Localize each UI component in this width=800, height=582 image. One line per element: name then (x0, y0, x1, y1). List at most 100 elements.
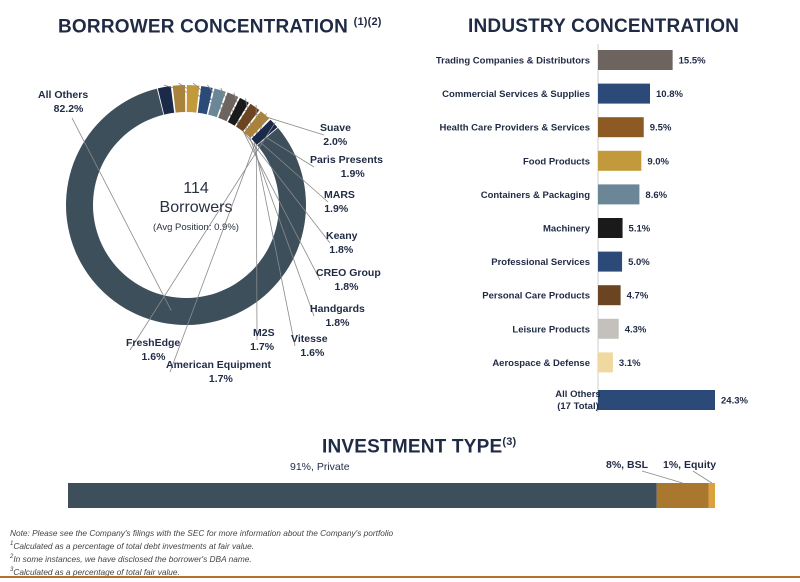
donut-label-name: American Equipment (166, 359, 272, 371)
donut-label-value: 1.7% (209, 373, 234, 385)
footnote-1-mark: 1 (10, 541, 14, 547)
donut-leader-line (71, 117, 172, 311)
industry-value-label: 4.7% (627, 291, 649, 302)
donut-label-value: 82.2% (54, 103, 84, 115)
industry-concentration-title: INDUSTRY CONCENTRATION (468, 16, 740, 37)
investment-leader-line (641, 470, 683, 484)
industry-value-label: 9.5% (650, 123, 672, 134)
industry-bar (598, 390, 715, 410)
industry-category-label: All Others (555, 389, 600, 400)
footer-rule (0, 576, 800, 578)
donut-label-name: Handgards (310, 303, 365, 315)
industry-bar (598, 117, 644, 138)
investment-segment-label: 91%, Private (290, 461, 350, 473)
donut-center-label: Borrowers (159, 199, 233, 216)
industry-bar (598, 251, 623, 272)
industry-category-label: Trading Companies & Distributors (436, 56, 590, 67)
donut-label-value: 1.9% (324, 203, 349, 215)
industry-category-label: Leisure Products (512, 324, 590, 335)
industry-category-label: Personal Care Products (482, 291, 590, 302)
donut-label-name: Paris Presents (310, 154, 383, 166)
industry-bar (598, 83, 650, 104)
investment-segment-bsl (656, 483, 709, 508)
donut-slice-keany (197, 85, 213, 115)
footnote-3-text: Calculated as a percentage of total fair… (13, 566, 180, 577)
donut-leader-line (169, 113, 267, 373)
industry-bar (598, 318, 619, 339)
donut-label-value: 1.6% (141, 351, 166, 363)
investment-title-footnote: (3) (502, 436, 517, 448)
industry-category-label: Food Products (523, 156, 590, 167)
industry-value-label: 15.5% (679, 56, 706, 67)
industry-value-label: 10.8% (656, 89, 683, 100)
industry-category-label: Professional Services (491, 257, 590, 268)
industry-category-label: Containers & Packaging (481, 190, 590, 201)
industry-value-label: 4.3% (625, 324, 647, 335)
footnote-3: 3Calculated as a percentage of total fai… (10, 565, 393, 578)
donut-label-name: Vitesse (291, 333, 328, 345)
donut-label-value: 2.0% (323, 136, 348, 148)
donut-slice-suave (157, 85, 175, 115)
industry-value-label: 24.3% (721, 396, 748, 407)
donut-label-value: 1.7% (250, 341, 275, 353)
footnote-1: 1Calculated as a percentage of total deb… (10, 539, 393, 552)
donut-label-value: 1.8% (335, 281, 360, 293)
donut-label-name: M2S (253, 327, 275, 339)
industry-value-label: 5.0% (628, 257, 650, 268)
industry-bar (598, 352, 613, 373)
investment-segment-private (68, 483, 657, 508)
footnote-2-text: In some instances, we have disclosed the… (13, 553, 252, 564)
donut-slice-freshedge (251, 119, 278, 145)
industry-value-label: 8.6% (645, 190, 667, 201)
industry-bar (598, 184, 640, 205)
donut-label-name: MARS (324, 189, 355, 201)
borrower-title-text: BORROWER CONCENTRATION (58, 16, 349, 38)
donut-label-value: 1.8% (325, 317, 350, 329)
industry-value-label: 5.1% (629, 224, 651, 235)
industry-bar (598, 285, 621, 306)
investment-leader-line (692, 470, 712, 484)
industry-category-label: Machinery (543, 224, 591, 235)
donut-label-name: Keany (326, 230, 358, 242)
industry-category-label: Health Care Providers & Services (440, 123, 591, 134)
industry-category-label: (17 Total) (557, 401, 599, 412)
footnote-2-mark: 2 (10, 553, 14, 560)
borrower-concentration-title: BORROWER CONCENTRATION (1)(2) (58, 16, 382, 38)
investment-segment-equity (708, 483, 715, 508)
donut-label-name: FreshEdge (126, 337, 180, 349)
footnote-1-text: Calculated as a percentage of total debt… (13, 540, 255, 551)
donut-label-value: 1.8% (329, 244, 354, 256)
donut-slice-handgards (218, 92, 239, 122)
donut-slice-mars (186, 85, 200, 113)
donut-slice-american-equipment (244, 111, 270, 138)
footnote-main: Note: Please see the Company's filings w… (10, 528, 394, 538)
donut-label-value: 1.6% (300, 347, 325, 359)
donut-label-value: 1.9% (341, 168, 366, 180)
investment-type-title: INVESTMENT TYPE(3) (322, 436, 516, 458)
industry-value-label: 9.0% (647, 156, 669, 167)
footnotes: Note: Please see the Company's filings w… (10, 528, 393, 577)
industry-value-label: 3.1% (619, 358, 641, 369)
donut-label-name: CREO Group (316, 267, 381, 279)
donut-label-name: Suave (320, 122, 351, 134)
footnote-2: 2In some instances, we have disclosed th… (10, 552, 393, 565)
donut-center-count: 114 (183, 180, 209, 197)
borrower-title-footnote: (1)(2) (353, 16, 382, 28)
donut-slice-m2s (235, 103, 260, 132)
donut-slice-paris-presents (172, 85, 186, 113)
donut-slice-creo-group (208, 88, 226, 118)
donut-leader-line (255, 105, 258, 341)
industry-category-label: Commercial Services & Supplies (442, 89, 590, 100)
industry-category-label: Aerospace & Defense (492, 358, 590, 369)
donut-leader-line (129, 121, 276, 351)
investment-title-text: INVESTMENT TYPE (322, 436, 503, 458)
industry-bar (598, 218, 623, 238)
investment-segment-label: 1%, Equity (663, 459, 716, 471)
industry-bar (598, 150, 642, 171)
industry-bar (598, 50, 673, 70)
donut-label-name: All Others (38, 89, 88, 101)
donut-center-avg-position: (Avg Position: 0.9%) (153, 222, 239, 233)
